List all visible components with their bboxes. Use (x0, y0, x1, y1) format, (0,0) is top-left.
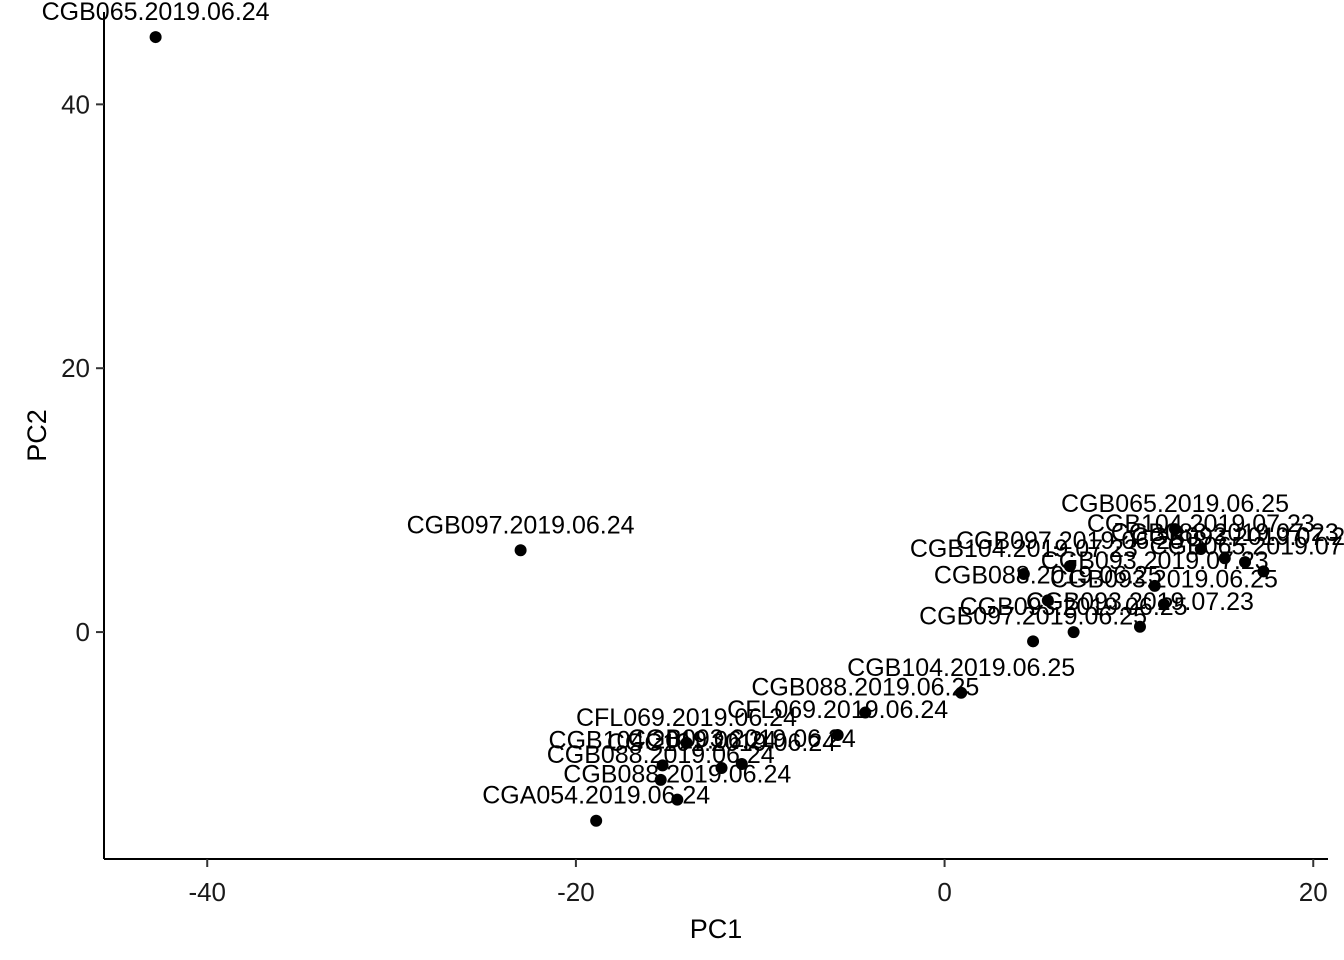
data-point (680, 736, 693, 749)
axes (103, 12, 1328, 860)
point-label: CGA054.2019.06.24 (482, 782, 710, 810)
data-point (1067, 626, 1080, 639)
y-tick-label: 20 (61, 353, 90, 383)
x-axis-title: PC1 (690, 914, 743, 944)
data-point (1194, 542, 1207, 555)
point-label: CGC101.2019.06.24 (607, 729, 836, 757)
data-point (654, 773, 667, 786)
point-labels: CGB065.2019.06.24 CGB097.2019.06.24 CGB065… (42, 0, 1344, 810)
data-point (1041, 594, 1054, 607)
x-tick-label: -20 (557, 877, 595, 907)
data-point (735, 758, 748, 771)
data-point (149, 31, 162, 44)
data-point (1218, 552, 1231, 565)
data-points (149, 31, 1270, 827)
point-label: CGB065.2019.07.23 (1149, 532, 1344, 560)
data-point (955, 686, 968, 699)
point-label: CGB065.2019.06.24 (42, 0, 270, 26)
point-label: CGB104.2019.07.23 (1087, 510, 1315, 538)
point-label: CGB088.2019.07.23 (1111, 519, 1339, 547)
data-point (1148, 579, 1161, 592)
point-label: CGB093.2019.07.23 (1026, 588, 1254, 616)
data-point (1063, 560, 1076, 573)
axis-ticks: -40 -20 0 20 0 20 40 (61, 89, 1328, 907)
data-point (1257, 565, 1270, 578)
point-label: CGB065.2019.06.25 (1061, 490, 1289, 518)
y-tick-label: 0 (76, 617, 90, 647)
data-point (1133, 620, 1146, 633)
point-label: CGB093.2019.06.25 (960, 593, 1188, 621)
data-point (590, 814, 603, 827)
point-label: CGB088.2019.06.24 (563, 761, 791, 789)
y-axis-title: PC2 (22, 409, 52, 462)
data-point (514, 544, 527, 557)
point-label: CGB097.2019.06.25 (956, 527, 1184, 555)
point-label: CGB093.2019.06.24 (628, 725, 856, 753)
point-label: CGB088.2019.06.25 (934, 561, 1162, 589)
point-label: CGB104.2019.07.23 (910, 535, 1138, 563)
point-label: CGB104.2019.06.25 (847, 654, 1075, 682)
point-label: CFL069.2019.06.24 (727, 696, 948, 724)
data-point (1027, 635, 1040, 648)
data-point (656, 759, 669, 772)
x-tick-label: 0 (937, 877, 951, 907)
data-point (715, 761, 728, 774)
point-label: CGB093.2019.07.23 (1131, 523, 1344, 551)
y-tick-label: 40 (61, 89, 90, 119)
data-point (859, 706, 872, 719)
x-tick-label: -40 (188, 877, 226, 907)
data-point (1157, 598, 1170, 611)
point-label: CGB088.2019.06.25 (751, 674, 979, 702)
point-label: CGB093.2019.07.23 (1041, 547, 1269, 575)
data-point (831, 728, 844, 741)
data-point (671, 793, 684, 806)
data-point (1239, 556, 1252, 569)
data-point (1017, 568, 1030, 581)
point-label: CGB097.2019.06.25 (919, 602, 1147, 630)
x-tick-label: 20 (1299, 877, 1328, 907)
point-label: CGB093.2019.06.25 (1050, 565, 1278, 593)
point-label: CGB104.2019.06.24 (549, 726, 777, 754)
data-point (1169, 523, 1181, 536)
point-label: CGB097.2019.06.24 (407, 511, 635, 539)
point-label: CFL069.2019.06.24 (576, 704, 797, 732)
